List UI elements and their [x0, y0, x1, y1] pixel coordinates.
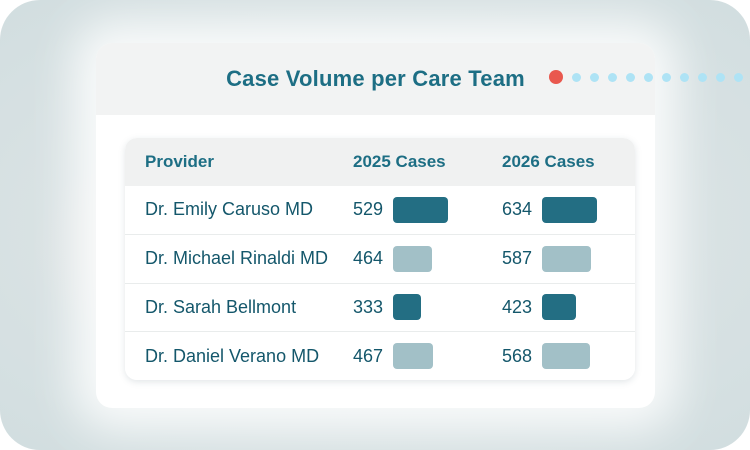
inactive-dot-icon — [626, 72, 635, 82]
inactive-dot-icon — [716, 72, 725, 82]
inactive-dot-icon — [572, 72, 581, 82]
cases-2025-bar — [393, 245, 432, 272]
cases-2025-bar — [393, 196, 448, 223]
column-header-2025-cases: 2025 Cases — [353, 152, 446, 171]
table-header-row: Provider 2025 Cases 2026 Cases — [125, 138, 635, 186]
column-header-2026-cases: 2026 Cases — [502, 152, 595, 171]
cases-2025-value: 467 — [353, 345, 384, 366]
cases-2026-cell: 634 — [502, 196, 635, 223]
inactive-dot-icon — [662, 72, 671, 82]
cases-2025-cell: 529 — [353, 196, 502, 223]
case-volume-table: Provider 2025 Cases 2026 Cases Dr. Emily… — [125, 138, 635, 380]
cases-2025-bar — [393, 343, 433, 370]
active-dot-icon — [549, 70, 563, 84]
cases-2026-cell: 423 — [502, 294, 635, 321]
table-row: Dr. Daniel Verano MD 467 568 — [125, 331, 635, 380]
card-title: Case Volume per Care Team — [226, 66, 525, 91]
case-volume-card: Case Volume per Care Team Provider 2025 … — [96, 43, 655, 408]
table-row: Dr. Emily Caruso MD 529 634 — [125, 186, 635, 234]
cases-2026-value: 568 — [502, 345, 533, 366]
cases-2026-cell: 568 — [502, 343, 635, 370]
cases-2025-cell: 464 — [353, 245, 502, 272]
cases-2025-value: 333 — [353, 296, 384, 317]
provider-name: Dr. Emily Caruso MD — [145, 199, 314, 220]
inactive-dot-icon — [608, 72, 617, 82]
cases-2026-value: 587 — [502, 248, 533, 269]
cases-2025-bar — [393, 294, 421, 321]
cases-2026-bar — [542, 343, 590, 370]
cases-2026-bar — [542, 245, 591, 272]
provider-name: Dr. Michael Rinaldi MD — [145, 248, 329, 269]
cases-2025-value: 464 — [353, 248, 384, 269]
cases-2025-cell: 333 — [353, 294, 502, 321]
cases-2026-bar — [542, 196, 597, 223]
dot-strip — [549, 70, 750, 84]
cases-2026-bar — [542, 294, 576, 321]
cases-2025-value: 529 — [353, 199, 384, 220]
table-row: Dr. Michael Rinaldi MD 464 587 — [125, 233, 635, 283]
cases-2026-value: 634 — [502, 199, 533, 220]
inactive-dot-icon — [734, 72, 743, 82]
inactive-dot-icon — [698, 72, 707, 82]
cases-2026-cell: 587 — [502, 245, 635, 272]
table-row: Dr. Sarah Bellmont 333 423 — [125, 282, 635, 332]
cases-2025-cell: 467 — [353, 343, 502, 370]
cases-2026-value: 423 — [502, 296, 533, 317]
inactive-dot-icon — [680, 72, 689, 82]
provider-name: Dr. Sarah Bellmont — [145, 296, 297, 317]
inactive-dot-icon — [590, 72, 599, 82]
provider-name: Dr. Daniel Verano MD — [145, 345, 320, 366]
column-header-provider: Provider — [145, 152, 214, 171]
inactive-dot-icon — [644, 72, 653, 82]
